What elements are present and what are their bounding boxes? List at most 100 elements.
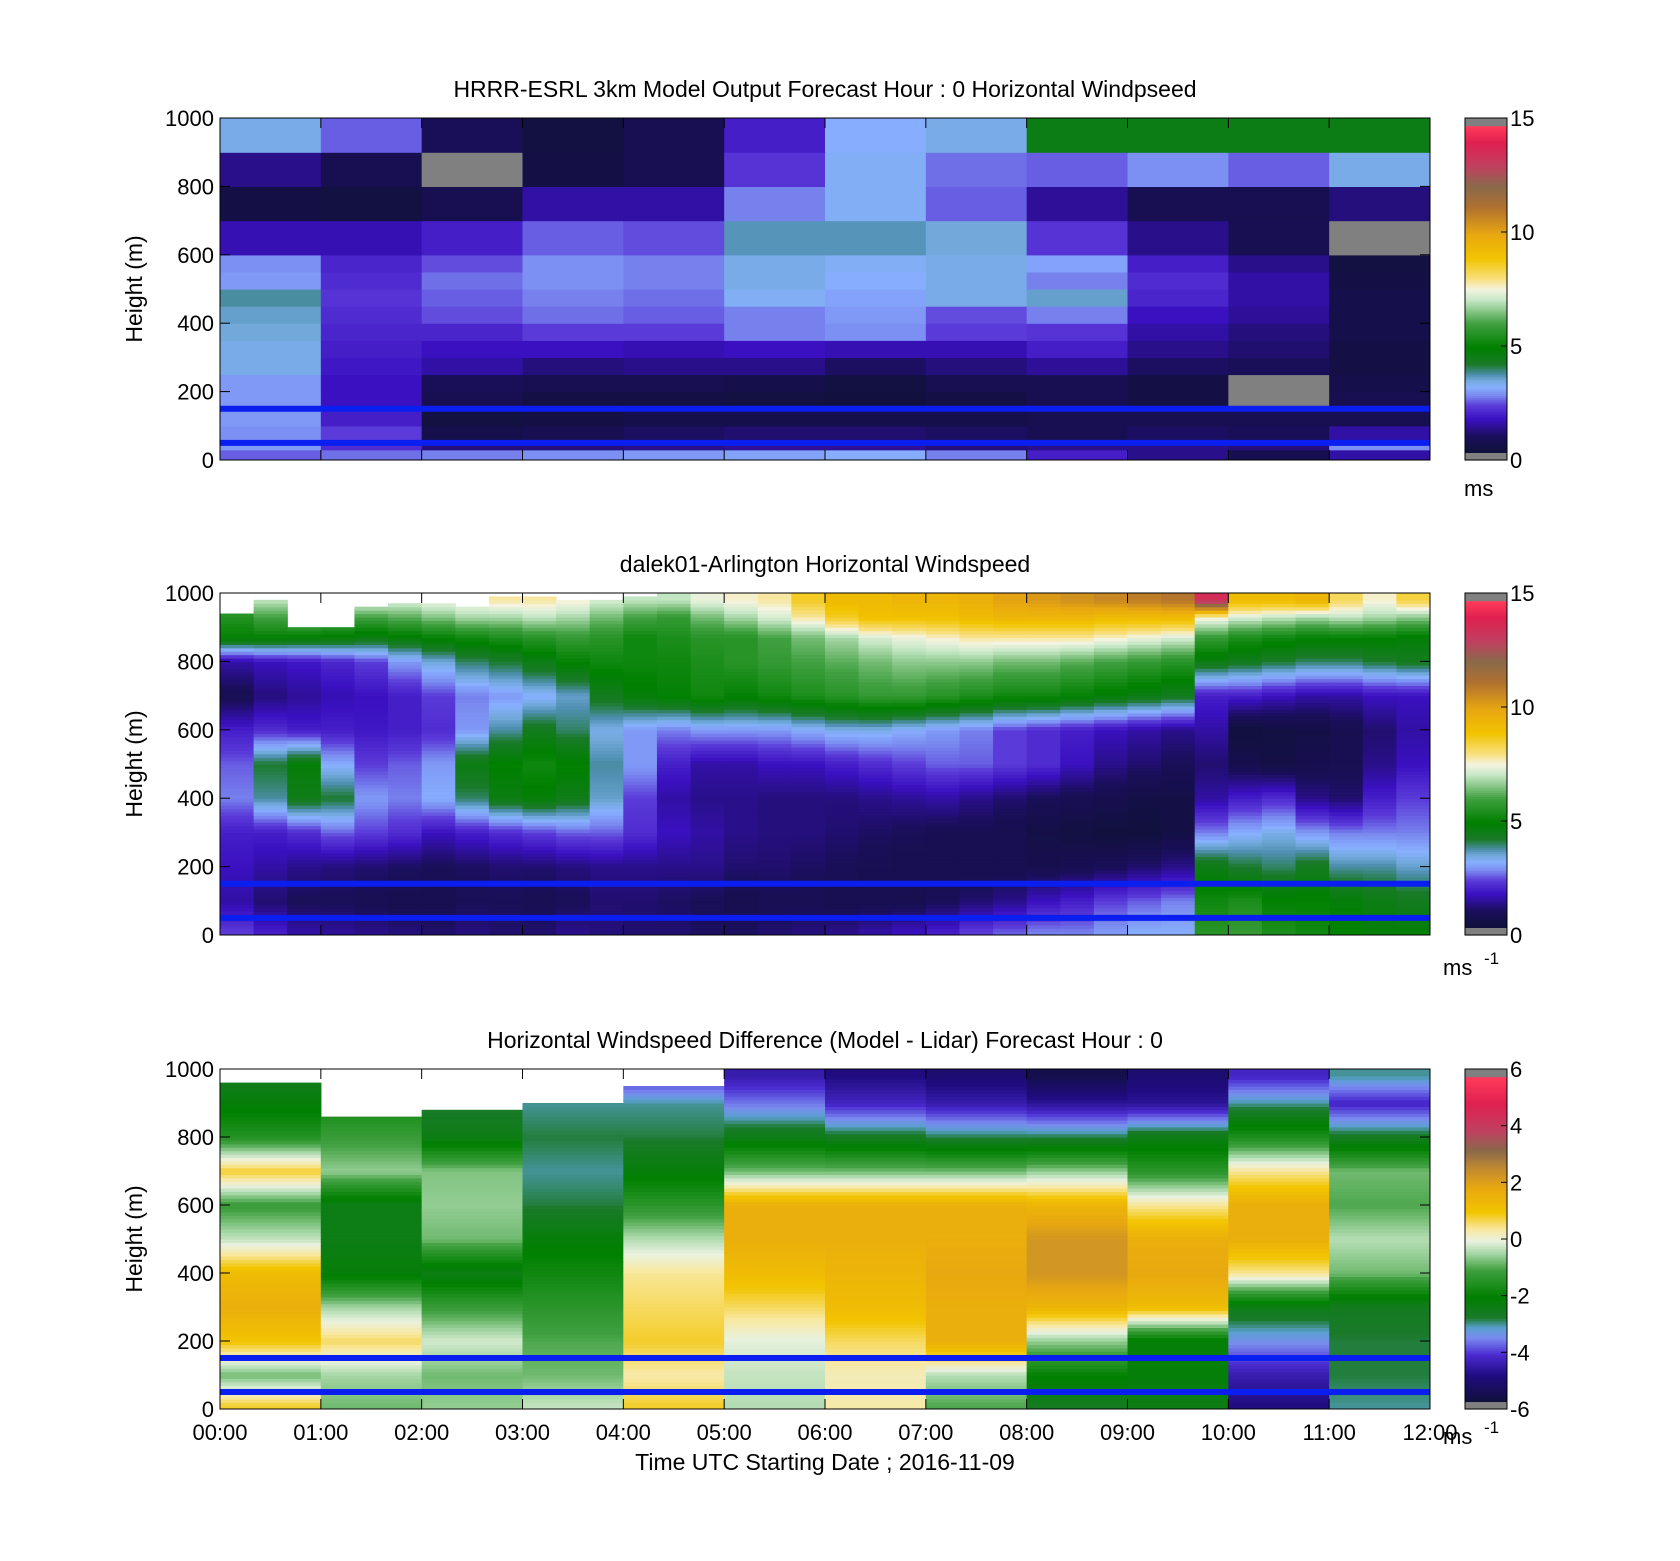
heatmap-cell xyxy=(1396,842,1430,847)
heatmap-cell xyxy=(1362,699,1397,704)
heatmap-cell xyxy=(1329,657,1364,662)
colorbar-unit-exponent: -1 xyxy=(1484,949,1499,968)
heatmap-cell xyxy=(589,610,624,615)
heatmap-cell xyxy=(320,685,356,690)
heatmap-cell xyxy=(724,1126,826,1131)
heatmap-cell xyxy=(825,391,927,410)
heatmap-cell xyxy=(656,702,692,707)
heatmap-cell xyxy=(522,1157,624,1162)
heatmap-cell xyxy=(1295,811,1330,816)
heatmap-cell xyxy=(724,610,759,615)
colorbar-swatch xyxy=(1465,336,1507,339)
heatmap-cell xyxy=(925,1303,1028,1308)
heatmap-cell xyxy=(287,657,322,662)
heatmap-cell xyxy=(623,743,658,748)
heatmap-cell xyxy=(656,606,692,611)
heatmap-cell xyxy=(690,839,725,844)
heatmap-cell xyxy=(421,651,456,656)
heatmap-cell xyxy=(1060,692,1095,697)
heatmap-cell xyxy=(1161,593,1196,598)
heatmap-cell xyxy=(287,647,322,652)
heatmap-cell xyxy=(1194,722,1229,727)
heatmap-cell xyxy=(522,685,557,690)
colorbar-swatch xyxy=(1465,594,1507,598)
heatmap-cell xyxy=(253,651,288,656)
heatmap-cell xyxy=(1261,842,1297,847)
heatmap-cell xyxy=(825,1361,927,1366)
heatmap-cell xyxy=(388,842,423,847)
heatmap-cell xyxy=(522,794,557,799)
heatmap-cell xyxy=(623,1089,725,1094)
heatmap-cell xyxy=(623,654,658,659)
heatmap-cell xyxy=(522,1398,624,1403)
heatmap-cell xyxy=(421,726,456,731)
heatmap-cell xyxy=(1026,931,1061,935)
heatmap-cell xyxy=(1060,722,1095,727)
heatmap-cell xyxy=(589,644,624,649)
heatmap-cell xyxy=(825,1218,927,1223)
heatmap-cell xyxy=(993,644,1028,649)
heatmap-cell xyxy=(690,753,725,758)
heatmap-cell xyxy=(354,699,389,704)
heatmap-cell xyxy=(757,640,792,645)
heatmap-cell xyxy=(522,692,557,697)
heatmap-cell xyxy=(858,729,893,734)
heatmap-cell xyxy=(623,1130,725,1135)
heatmap-cell xyxy=(1396,596,1430,601)
heatmap-cell xyxy=(455,753,490,758)
heatmap-cell xyxy=(354,729,389,734)
heatmap-cell xyxy=(1093,839,1129,844)
heatmap-cell xyxy=(220,870,255,875)
heatmap-cell xyxy=(556,627,591,632)
heatmap-cell xyxy=(220,118,322,153)
heatmap-cell xyxy=(1194,798,1229,803)
heatmap-cell xyxy=(1329,702,1364,707)
heatmap-cell xyxy=(858,887,893,892)
heatmap-cell xyxy=(455,746,490,751)
heatmap-cell xyxy=(1194,637,1229,642)
heatmap-cell xyxy=(320,1378,423,1383)
colorbar-swatch xyxy=(1465,813,1507,816)
heatmap-cell xyxy=(925,306,1028,324)
heatmap-cell xyxy=(421,757,456,762)
heatmap-cell xyxy=(993,866,1028,871)
heatmap-cell xyxy=(892,709,927,714)
colorbar-swatch xyxy=(1465,646,1507,649)
heatmap-cell xyxy=(421,1222,524,1226)
heatmap-cell xyxy=(1026,425,1129,441)
heatmap-cell xyxy=(825,408,927,427)
heatmap-cell xyxy=(1093,634,1129,639)
heatmap-cell xyxy=(220,1286,322,1291)
heatmap-cell xyxy=(1295,644,1330,649)
heatmap-cell xyxy=(522,1334,624,1339)
heatmap-cell xyxy=(757,712,792,717)
heatmap-cell xyxy=(320,904,356,909)
heatmap-cell xyxy=(825,271,927,290)
heatmap-cell xyxy=(589,887,624,892)
heatmap-cell xyxy=(892,760,927,765)
heatmap-cell xyxy=(1228,856,1263,861)
heatmap-cell xyxy=(421,1381,524,1386)
heatmap-cell xyxy=(825,842,860,847)
heatmap-cell xyxy=(1329,866,1364,871)
heatmap-cell xyxy=(522,1143,624,1148)
heatmap-cell xyxy=(1161,616,1196,621)
heatmap-cell xyxy=(1161,712,1196,717)
heatmap-cell xyxy=(791,822,826,827)
heatmap-cell xyxy=(421,1266,524,1271)
heatmap-cell xyxy=(791,640,826,645)
heatmap-cell xyxy=(1093,852,1129,857)
heatmap-cell xyxy=(623,1300,725,1305)
heatmap-cell xyxy=(556,863,591,868)
heatmap-cell xyxy=(825,1341,927,1345)
heatmap-cell xyxy=(959,808,994,813)
heatmap-cell xyxy=(1060,634,1095,639)
heatmap-cell xyxy=(858,746,893,751)
heatmap-cell xyxy=(1161,852,1196,857)
heatmap-cell xyxy=(1261,681,1297,686)
heatmap-cell xyxy=(220,1310,322,1315)
colorbar-swatch xyxy=(1465,359,1507,362)
heatmap-cell xyxy=(791,644,826,649)
heatmap-cell xyxy=(320,1286,423,1291)
heatmap-cell xyxy=(690,822,725,827)
